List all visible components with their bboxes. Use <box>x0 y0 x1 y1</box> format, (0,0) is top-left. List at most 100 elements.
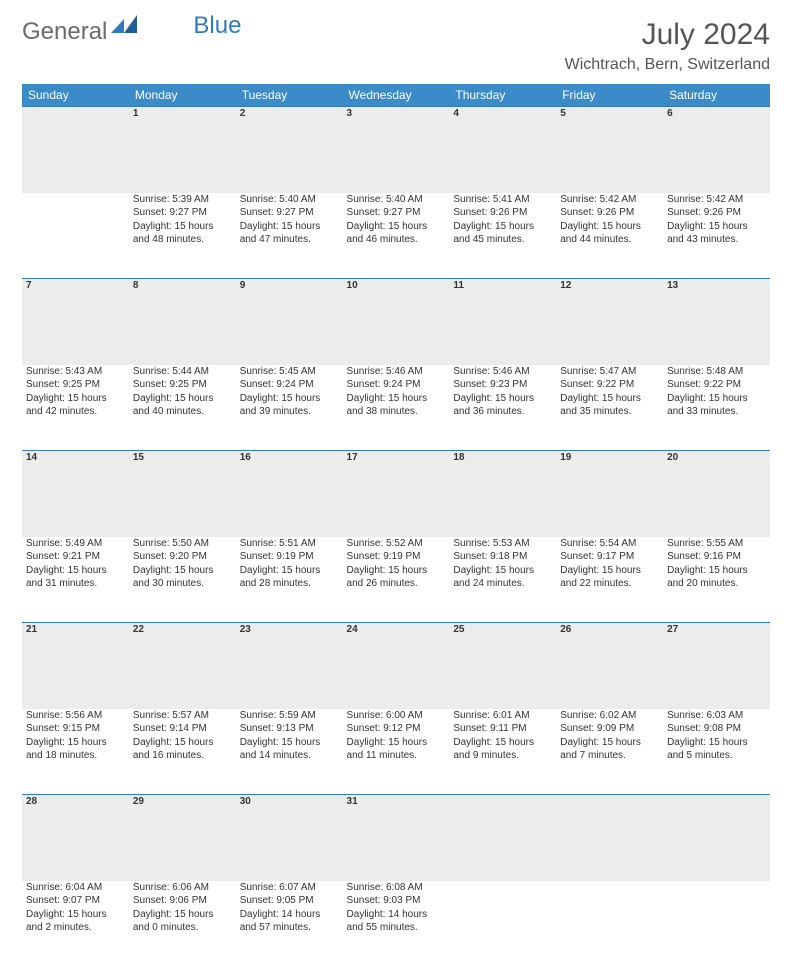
weekday-header: Thursday <box>449 84 556 107</box>
day-number-row: 21222324252627 <box>22 623 770 709</box>
sunrise-line: Sunrise: 5:43 AM <box>26 365 125 379</box>
daylight-line: Daylight: 14 hours and 55 minutes. <box>347 908 446 935</box>
week-row: Sunrise: 5:43 AMSunset: 9:25 PMDaylight:… <box>22 365 770 451</box>
day-number: 29 <box>129 795 236 881</box>
brand-mark-icon <box>111 12 137 40</box>
sunset-line: Sunset: 9:26 PM <box>667 206 766 220</box>
day-number: 21 <box>22 623 129 709</box>
sunset-line: Sunset: 9:27 PM <box>347 206 446 220</box>
day-cell: Sunrise: 5:44 AMSunset: 9:25 PMDaylight:… <box>129 365 236 451</box>
sunset-line: Sunset: 9:19 PM <box>240 550 339 564</box>
day-cell: Sunrise: 5:57 AMSunset: 9:14 PMDaylight:… <box>129 709 236 795</box>
sunset-line: Sunset: 9:26 PM <box>453 206 552 220</box>
sunset-line: Sunset: 9:18 PM <box>453 550 552 564</box>
day-number: 18 <box>449 451 556 537</box>
day-number: 30 <box>236 795 343 881</box>
daylight-line: Daylight: 15 hours and 18 minutes. <box>26 736 125 763</box>
day-cell <box>22 193 129 279</box>
day-cell <box>556 881 663 967</box>
sunrise-line: Sunrise: 5:42 AM <box>667 193 766 207</box>
sunrise-line: Sunrise: 5:53 AM <box>453 537 552 551</box>
day-cell: Sunrise: 5:56 AMSunset: 9:15 PMDaylight:… <box>22 709 129 795</box>
daylight-line: Daylight: 15 hours and 28 minutes. <box>240 564 339 591</box>
day-number-row: 28293031 <box>22 795 770 881</box>
day-cell: Sunrise: 6:07 AMSunset: 9:05 PMDaylight:… <box>236 881 343 967</box>
sunset-line: Sunset: 9:09 PM <box>560 722 659 736</box>
title-block: July 2024 Wichtrach, Bern, Switzerland <box>565 18 770 74</box>
day-cell: Sunrise: 5:51 AMSunset: 9:19 PMDaylight:… <box>236 537 343 623</box>
day-cell: Sunrise: 5:53 AMSunset: 9:18 PMDaylight:… <box>449 537 556 623</box>
location: Wichtrach, Bern, Switzerland <box>565 56 770 74</box>
day-number: 22 <box>129 623 236 709</box>
daylight-line: Daylight: 15 hours and 30 minutes. <box>133 564 232 591</box>
weekday-header: Saturday <box>663 84 770 107</box>
daylight-line: Daylight: 15 hours and 14 minutes. <box>240 736 339 763</box>
daylight-line: Daylight: 15 hours and 2 minutes. <box>26 908 125 935</box>
day-cell: Sunrise: 5:42 AMSunset: 9:26 PMDaylight:… <box>556 193 663 279</box>
sunrise-line: Sunrise: 5:55 AM <box>667 537 766 551</box>
sunset-line: Sunset: 9:25 PM <box>133 378 232 392</box>
day-number: 19 <box>556 451 663 537</box>
month-title: July 2024 <box>565 18 770 52</box>
day-number <box>556 795 663 881</box>
week-row: Sunrise: 6:04 AMSunset: 9:07 PMDaylight:… <box>22 881 770 967</box>
daylight-line: Daylight: 15 hours and 43 minutes. <box>667 220 766 247</box>
brand-part2: Blue <box>193 12 241 40</box>
sunrise-line: Sunrise: 5:40 AM <box>240 193 339 207</box>
day-number: 2 <box>236 107 343 193</box>
sunset-line: Sunset: 9:22 PM <box>667 378 766 392</box>
sunset-line: Sunset: 9:23 PM <box>453 378 552 392</box>
day-cell: Sunrise: 5:47 AMSunset: 9:22 PMDaylight:… <box>556 365 663 451</box>
daylight-line: Daylight: 15 hours and 7 minutes. <box>560 736 659 763</box>
sunrise-line: Sunrise: 5:45 AM <box>240 365 339 379</box>
day-number-row: 123456 <box>22 107 770 193</box>
weekday-header: Sunday <box>22 84 129 107</box>
daylight-line: Daylight: 15 hours and 40 minutes. <box>133 392 232 419</box>
sunrise-line: Sunrise: 6:03 AM <box>667 709 766 723</box>
day-cell: Sunrise: 5:48 AMSunset: 9:22 PMDaylight:… <box>663 365 770 451</box>
day-number: 13 <box>663 279 770 365</box>
brand-part1: General <box>22 18 107 46</box>
sunset-line: Sunset: 9:21 PM <box>26 550 125 564</box>
day-cell: Sunrise: 6:08 AMSunset: 9:03 PMDaylight:… <box>343 881 450 967</box>
day-number: 8 <box>129 279 236 365</box>
day-number: 27 <box>663 623 770 709</box>
sunset-line: Sunset: 9:27 PM <box>240 206 339 220</box>
day-number: 4 <box>449 107 556 193</box>
day-cell: Sunrise: 6:03 AMSunset: 9:08 PMDaylight:… <box>663 709 770 795</box>
day-number: 5 <box>556 107 663 193</box>
sunrise-line: Sunrise: 6:00 AM <box>347 709 446 723</box>
daylight-line: Daylight: 15 hours and 33 minutes. <box>667 392 766 419</box>
day-number: 6 <box>663 107 770 193</box>
sunrise-line: Sunrise: 6:01 AM <box>453 709 552 723</box>
daylight-line: Daylight: 15 hours and 38 minutes. <box>347 392 446 419</box>
day-number <box>449 795 556 881</box>
daylight-line: Daylight: 15 hours and 46 minutes. <box>347 220 446 247</box>
sunrise-line: Sunrise: 5:49 AM <box>26 537 125 551</box>
day-cell: Sunrise: 5:39 AMSunset: 9:27 PMDaylight:… <box>129 193 236 279</box>
day-number: 10 <box>343 279 450 365</box>
daylight-line: Daylight: 15 hours and 42 minutes. <box>26 392 125 419</box>
day-cell: Sunrise: 5:50 AMSunset: 9:20 PMDaylight:… <box>129 537 236 623</box>
day-number: 17 <box>343 451 450 537</box>
daylight-line: Daylight: 15 hours and 35 minutes. <box>560 392 659 419</box>
sunset-line: Sunset: 9:11 PM <box>453 722 552 736</box>
day-cell <box>663 881 770 967</box>
daylight-line: Daylight: 15 hours and 45 minutes. <box>453 220 552 247</box>
sunrise-line: Sunrise: 5:48 AM <box>667 365 766 379</box>
day-number: 16 <box>236 451 343 537</box>
day-number: 24 <box>343 623 450 709</box>
day-cell: Sunrise: 5:45 AMSunset: 9:24 PMDaylight:… <box>236 365 343 451</box>
week-row: Sunrise: 5:56 AMSunset: 9:15 PMDaylight:… <box>22 709 770 795</box>
sunset-line: Sunset: 9:05 PM <box>240 894 339 908</box>
sunrise-line: Sunrise: 5:51 AM <box>240 537 339 551</box>
daylight-line: Daylight: 15 hours and 16 minutes. <box>133 736 232 763</box>
day-cell: Sunrise: 6:04 AMSunset: 9:07 PMDaylight:… <box>22 881 129 967</box>
day-number: 3 <box>343 107 450 193</box>
sunset-line: Sunset: 9:24 PM <box>347 378 446 392</box>
day-number: 25 <box>449 623 556 709</box>
sunset-line: Sunset: 9:20 PM <box>133 550 232 564</box>
sunrise-line: Sunrise: 5:50 AM <box>133 537 232 551</box>
sunrise-line: Sunrise: 5:56 AM <box>26 709 125 723</box>
weekday-header: Monday <box>129 84 236 107</box>
